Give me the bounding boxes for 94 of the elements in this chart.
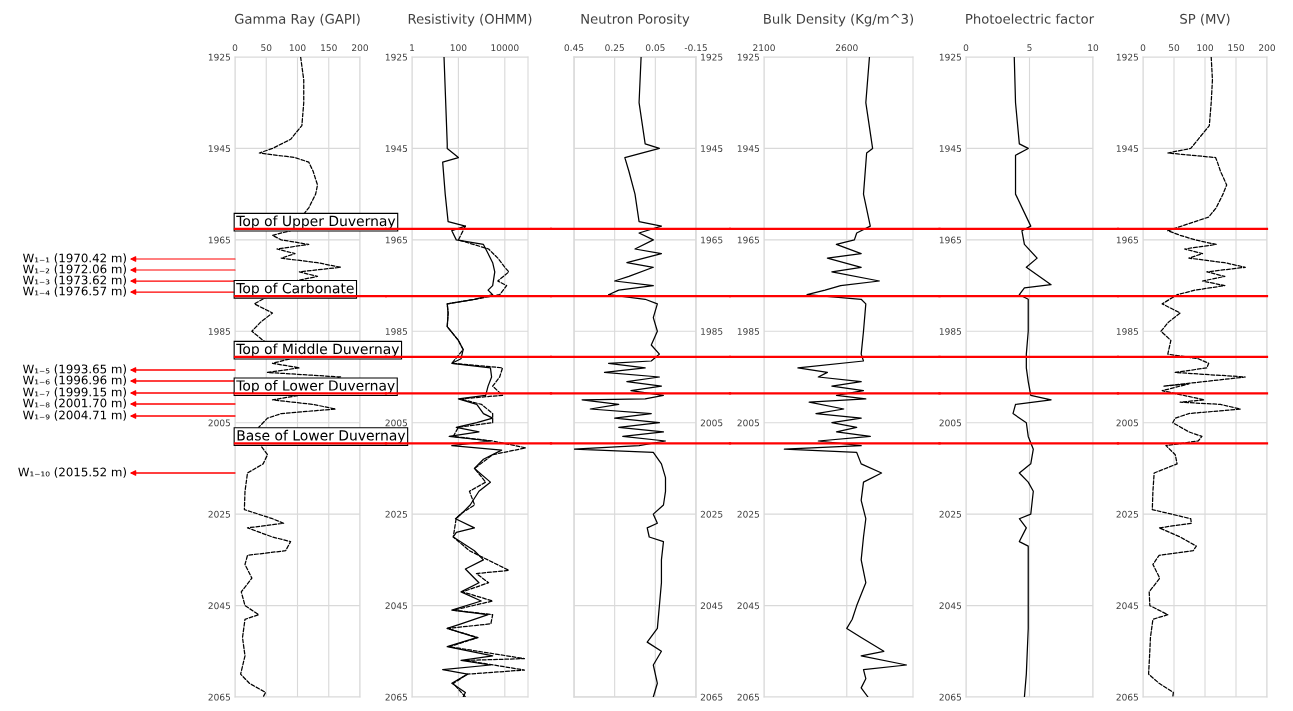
x-tick-label: 0.45 bbox=[564, 44, 584, 52]
y-tick-label: 1945 bbox=[737, 145, 760, 152]
text: W₁₋₆ (1996.96 m) bbox=[22, 375, 126, 386]
y-tick-label: 1965 bbox=[385, 236, 408, 244]
y-tick-label: 2005 bbox=[939, 419, 962, 427]
text: W₁₋₇ (1999.15 m) bbox=[22, 387, 126, 398]
text: W₁₋₃ (1973.62 m) bbox=[22, 275, 126, 286]
y-tick-label: 2045 bbox=[737, 602, 760, 610]
y-tick-label: 1945 bbox=[385, 145, 408, 152]
y-tick-label: 2065 bbox=[208, 693, 231, 701]
y-tick-label: 1945 bbox=[939, 145, 962, 152]
y-tick-label: 1925 bbox=[208, 53, 231, 61]
y2-tick-label: 2025 bbox=[700, 510, 723, 518]
x-tick-label: -0.15 bbox=[684, 44, 707, 52]
ref-line-label: Top of Middle Duvernay bbox=[236, 343, 400, 357]
ref-line-label: Top of Lower Duvernay bbox=[236, 380, 395, 394]
ref-line-label: Top of Carbonate bbox=[236, 282, 354, 297]
y-tick-label: 2025 bbox=[385, 510, 408, 518]
y-tick-label: 2065 bbox=[737, 693, 760, 701]
y-tick-label: 1985 bbox=[737, 328, 760, 335]
x-tick-label: 200 bbox=[1259, 44, 1276, 52]
y-tick-label: 2005 bbox=[385, 419, 408, 427]
text: W₁₋₈ (2001.70 m) bbox=[22, 398, 126, 409]
y2-tick-label: 2005 bbox=[700, 419, 723, 427]
text: W₁₋₂ (1972.06 m) bbox=[22, 264, 126, 275]
y-tick-label: 1985 bbox=[208, 328, 231, 335]
y-tick-label: 1965 bbox=[939, 236, 962, 244]
y-tick-label: 2065 bbox=[939, 693, 962, 701]
y-tick-label: 1985 bbox=[1116, 328, 1139, 335]
y-tick-label: 2025 bbox=[208, 510, 231, 518]
y-tick-label: 2045 bbox=[939, 602, 962, 610]
line-series bbox=[783, 57, 908, 697]
y-tick-label: 1965 bbox=[208, 236, 231, 244]
y-tick-label: 2025 bbox=[1116, 510, 1139, 518]
x-tick-label: 100 bbox=[1197, 44, 1214, 52]
y-tick-label: 2025 bbox=[737, 510, 760, 518]
text: W₁₋₁ (1970.42 m) bbox=[22, 253, 126, 264]
y-tick-label: 2045 bbox=[208, 602, 231, 610]
y2-tick-label: 2045 bbox=[700, 602, 723, 610]
y2-tick-label: 1925 bbox=[701, 53, 723, 61]
x-tick-label: 0.05 bbox=[645, 44, 665, 52]
y-tick-label: 2045 bbox=[1116, 602, 1139, 610]
x-tick-label: 0 bbox=[232, 44, 238, 52]
y2-tick-label: 1945 bbox=[701, 145, 723, 152]
y-tick-label: 1965 bbox=[1116, 236, 1139, 244]
chart-title: Resistivity (OHMM) bbox=[408, 13, 532, 27]
x-tick-label: 0.25 bbox=[605, 44, 624, 52]
y-tick-label: 2005 bbox=[208, 419, 231, 427]
x-tick-label: 10 bbox=[1088, 44, 1099, 52]
x-tick-label: 50 bbox=[1168, 44, 1180, 52]
y-tick-label: 2065 bbox=[385, 693, 408, 701]
text: W₁₋₄ (1976.57 m) bbox=[22, 286, 126, 297]
x-tick-label: 0 bbox=[1140, 44, 1146, 52]
x-tick-label: 5 bbox=[1027, 44, 1032, 52]
y-tick-label: 2005 bbox=[1116, 419, 1139, 427]
y-tick-label: 1985 bbox=[939, 328, 962, 335]
chart-title: Photoelectric factor bbox=[966, 13, 1095, 24]
y-tick-label: 2065 bbox=[1116, 693, 1139, 701]
x-tick-label: 100 bbox=[450, 44, 467, 52]
x-tick-label: 100 bbox=[289, 44, 306, 52]
line-series bbox=[1147, 57, 1246, 697]
y-tick-label: 1985 bbox=[385, 328, 408, 335]
x-tick-label: 2100 bbox=[753, 44, 775, 52]
x-tick-label: 150 bbox=[1228, 44, 1245, 52]
line-series bbox=[1012, 57, 1052, 697]
x-tick-label: 50 bbox=[261, 44, 272, 52]
text: W₁₋₅ (1993.65 m) bbox=[22, 364, 126, 375]
y-tick-label: 2005 bbox=[737, 419, 760, 427]
ref-line-label: Top of Upper Duvernay bbox=[236, 215, 396, 229]
chart-title: SP (MV) bbox=[1180, 13, 1230, 26]
x-tick-label: 2600 bbox=[835, 44, 858, 52]
x-tick-label: 200 bbox=[352, 44, 369, 52]
x-tick-label: 0 bbox=[963, 44, 969, 52]
x-tick-label: 1 bbox=[410, 44, 415, 51]
text: W₁₋₉ (2004.71 m) bbox=[22, 410, 126, 421]
x-tick-label: 10000 bbox=[491, 44, 519, 52]
text: W₁₋₁₀ (2015.52 m) bbox=[18, 467, 126, 478]
y-tick-label: 1925 bbox=[737, 53, 760, 61]
y2-tick-label: 2065 bbox=[700, 693, 723, 701]
y-tick-label: 1965 bbox=[737, 236, 760, 244]
y-tick-label: 2025 bbox=[939, 510, 962, 518]
chart-title: Bulk Density (Kg/m^3) bbox=[764, 13, 914, 27]
y-tick-label: 1925 bbox=[1116, 53, 1139, 61]
y2-tick-label: 1985 bbox=[701, 328, 723, 335]
y-tick-label: 1925 bbox=[385, 53, 408, 61]
y-tick-label: 1945 bbox=[208, 145, 231, 152]
x-tick-label: 150 bbox=[321, 44, 337, 52]
chart-title: Gamma Ray (GAPI) bbox=[234, 13, 360, 27]
ref-line-label: Base of Lower Duvernay bbox=[237, 429, 406, 444]
y-tick-label: 1925 bbox=[939, 53, 962, 61]
y2-tick-label: 1965 bbox=[701, 236, 723, 244]
y-tick-label: 1945 bbox=[1116, 145, 1139, 152]
y-tick-label: 2045 bbox=[385, 602, 408, 610]
chart-title: Neutron Porosity bbox=[581, 13, 690, 27]
